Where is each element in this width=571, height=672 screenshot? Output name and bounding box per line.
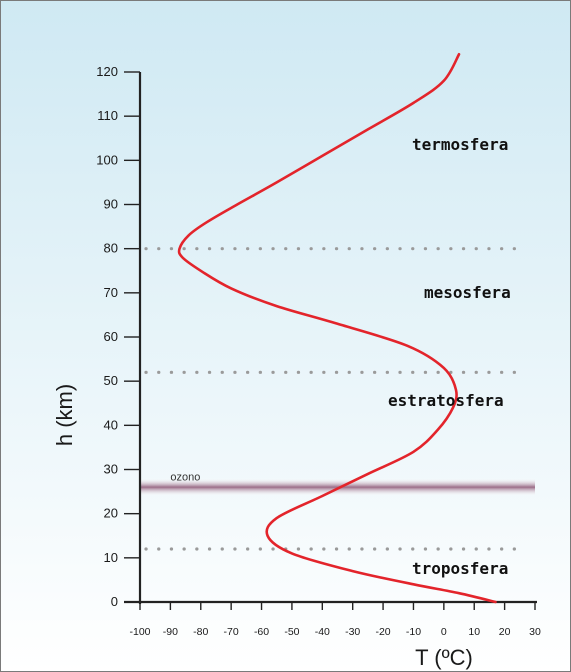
y-tick-label: 50: [104, 373, 118, 388]
temperature-curve-0: [177, 53, 497, 604]
x-tick-label: -10: [406, 626, 421, 638]
y-tick-label: 70: [104, 285, 118, 300]
layer-label-troposfera: troposfera: [412, 559, 508, 578]
x-tick-label: -40: [315, 626, 330, 638]
x-tick-label: -50: [284, 626, 299, 638]
x-tick-label: 10: [468, 626, 480, 638]
y-tick-label: 120: [96, 64, 118, 79]
x-tick-label: -100: [129, 626, 150, 638]
x-tick-label: -20: [375, 626, 390, 638]
x-tick-label: 0: [441, 626, 447, 638]
x-tick-label: 20: [499, 626, 511, 638]
ozone-label: ozono: [170, 471, 200, 483]
x-axis-title: T (ºC): [415, 645, 473, 670]
x-tick-label: -80: [193, 626, 208, 638]
y-tick-label: 60: [104, 329, 118, 344]
layer-label-estratosfera: estratosfera: [388, 391, 504, 410]
y-tick-label: 30: [104, 462, 118, 477]
y-tick-label: 90: [104, 197, 118, 212]
y-tick-label: 40: [104, 417, 118, 432]
ozone-band: [140, 478, 535, 496]
x-tick-label: -70: [224, 626, 239, 638]
x-tick-label: 30: [529, 626, 541, 638]
y-tick-label: 80: [104, 241, 118, 256]
y-tick-label: 20: [104, 506, 118, 521]
y-tick-label: 110: [97, 108, 118, 123]
layer-label-mesosfera: mesosfera: [424, 283, 511, 302]
y-tick-label: 10: [104, 550, 118, 565]
layer-label-termosfera: termosfera: [412, 135, 508, 154]
x-tick-label: -90: [163, 626, 178, 638]
y-tick-label: 100: [96, 152, 118, 167]
y-tick-label: 0: [111, 594, 118, 609]
x-tick-label: -30: [345, 626, 360, 638]
x-tick-label: -60: [254, 626, 269, 638]
y-axis-title: h (km): [52, 384, 77, 446]
